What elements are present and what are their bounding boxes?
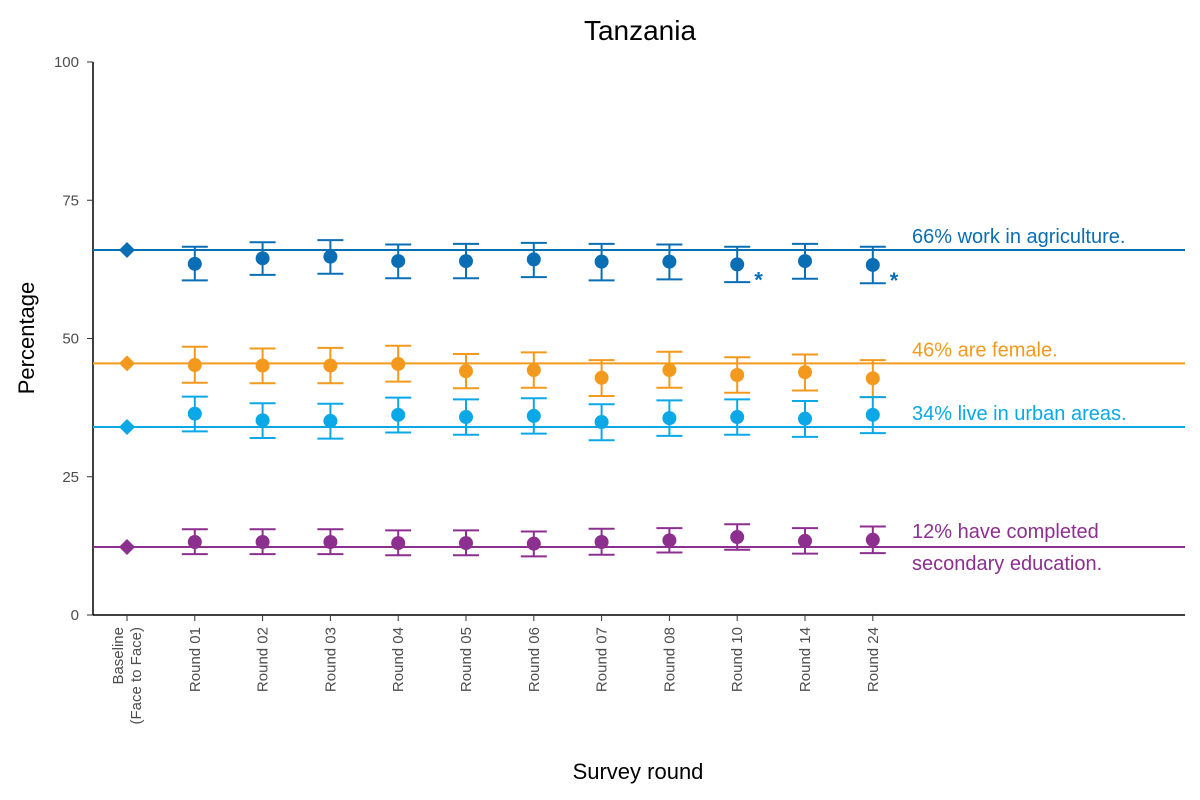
data-point [594,415,609,430]
plot-area: 0 25 50 75 100 Baseline (Face to Face) Round 01… [54,54,1185,725]
data-point [255,535,270,550]
data-point [391,536,406,551]
data-point [526,252,541,267]
data-point [798,411,812,426]
data-point [730,410,745,425]
x-tick-label: Round 01 [187,627,204,692]
y-tick-label: 75 [62,192,79,209]
series-annotation: secondary education. [912,553,1102,575]
x-tick-label: Round 08 [661,627,678,692]
data-point [187,358,202,373]
series-annotation: 34% live in urban areas. [912,403,1127,425]
x-tick-label: Round 24 [865,627,882,692]
data-point [594,254,609,269]
data-point [323,413,338,428]
data-point [187,535,202,550]
baseline-diamond-marker [119,242,135,259]
y-axis-title: Percentage [14,282,39,395]
baseline-diamond-marker [119,418,135,435]
chart-title: Tanzania [584,15,697,46]
data-point [255,358,270,373]
series-annotation: 12% have completed [912,521,1099,543]
x-axis-title: Survey round [573,759,704,784]
data-point [459,364,473,379]
x-tick-label: Round 05 [458,627,475,692]
data-point [865,257,880,272]
data-point [391,254,406,269]
y-tick-label: 100 [54,54,79,71]
data-point [459,254,473,269]
data-point [662,533,677,548]
data-point [526,536,541,551]
data-point [526,363,541,378]
data-point [798,254,812,269]
data-point [459,536,473,551]
data-point [798,533,812,548]
y-tick-label: 25 [62,469,79,486]
x-tick-label: Round 04 [390,627,407,692]
data-point [255,251,270,266]
x-tick-label: Round 03 [322,627,339,692]
data-point [323,249,338,264]
data-point [526,408,541,423]
data-point [662,411,677,426]
data-point [865,532,880,547]
series-annotation: 66% work in agriculture. [912,226,1125,248]
significance-star: * [890,268,899,293]
data-point [323,358,338,373]
data-point [730,257,745,272]
x-tick-label: Round 02 [255,627,272,692]
data-point [662,363,677,378]
data-point [459,410,473,425]
data-point [255,413,270,428]
data-point [594,370,609,385]
x-tick-label: Baseline [110,627,127,685]
x-tick-label: Round 10 [729,627,746,692]
data-point [662,254,677,269]
data-point [323,535,338,550]
data-point [391,407,406,422]
data-point [391,356,406,371]
y-tick-label: 0 [71,607,79,624]
data-point [730,530,745,545]
data-point [594,535,609,550]
x-tick-label: Round 14 [797,627,814,692]
series-annotation: 46% are female. [912,339,1058,361]
data-point [187,256,202,271]
x-tick-label: Round 07 [594,627,611,692]
data-point [798,365,812,380]
data-point [865,371,880,386]
significance-star: * [754,267,763,292]
baseline-diamond-marker [119,355,135,372]
data-point [865,407,880,422]
data-point [187,406,202,421]
x-tick-label: (Face to Face) [128,627,145,725]
y-tick-label: 50 [62,331,79,348]
baseline-diamond-marker [119,538,135,555]
data-point [730,367,745,382]
x-tick-label: Round 06 [526,627,543,692]
